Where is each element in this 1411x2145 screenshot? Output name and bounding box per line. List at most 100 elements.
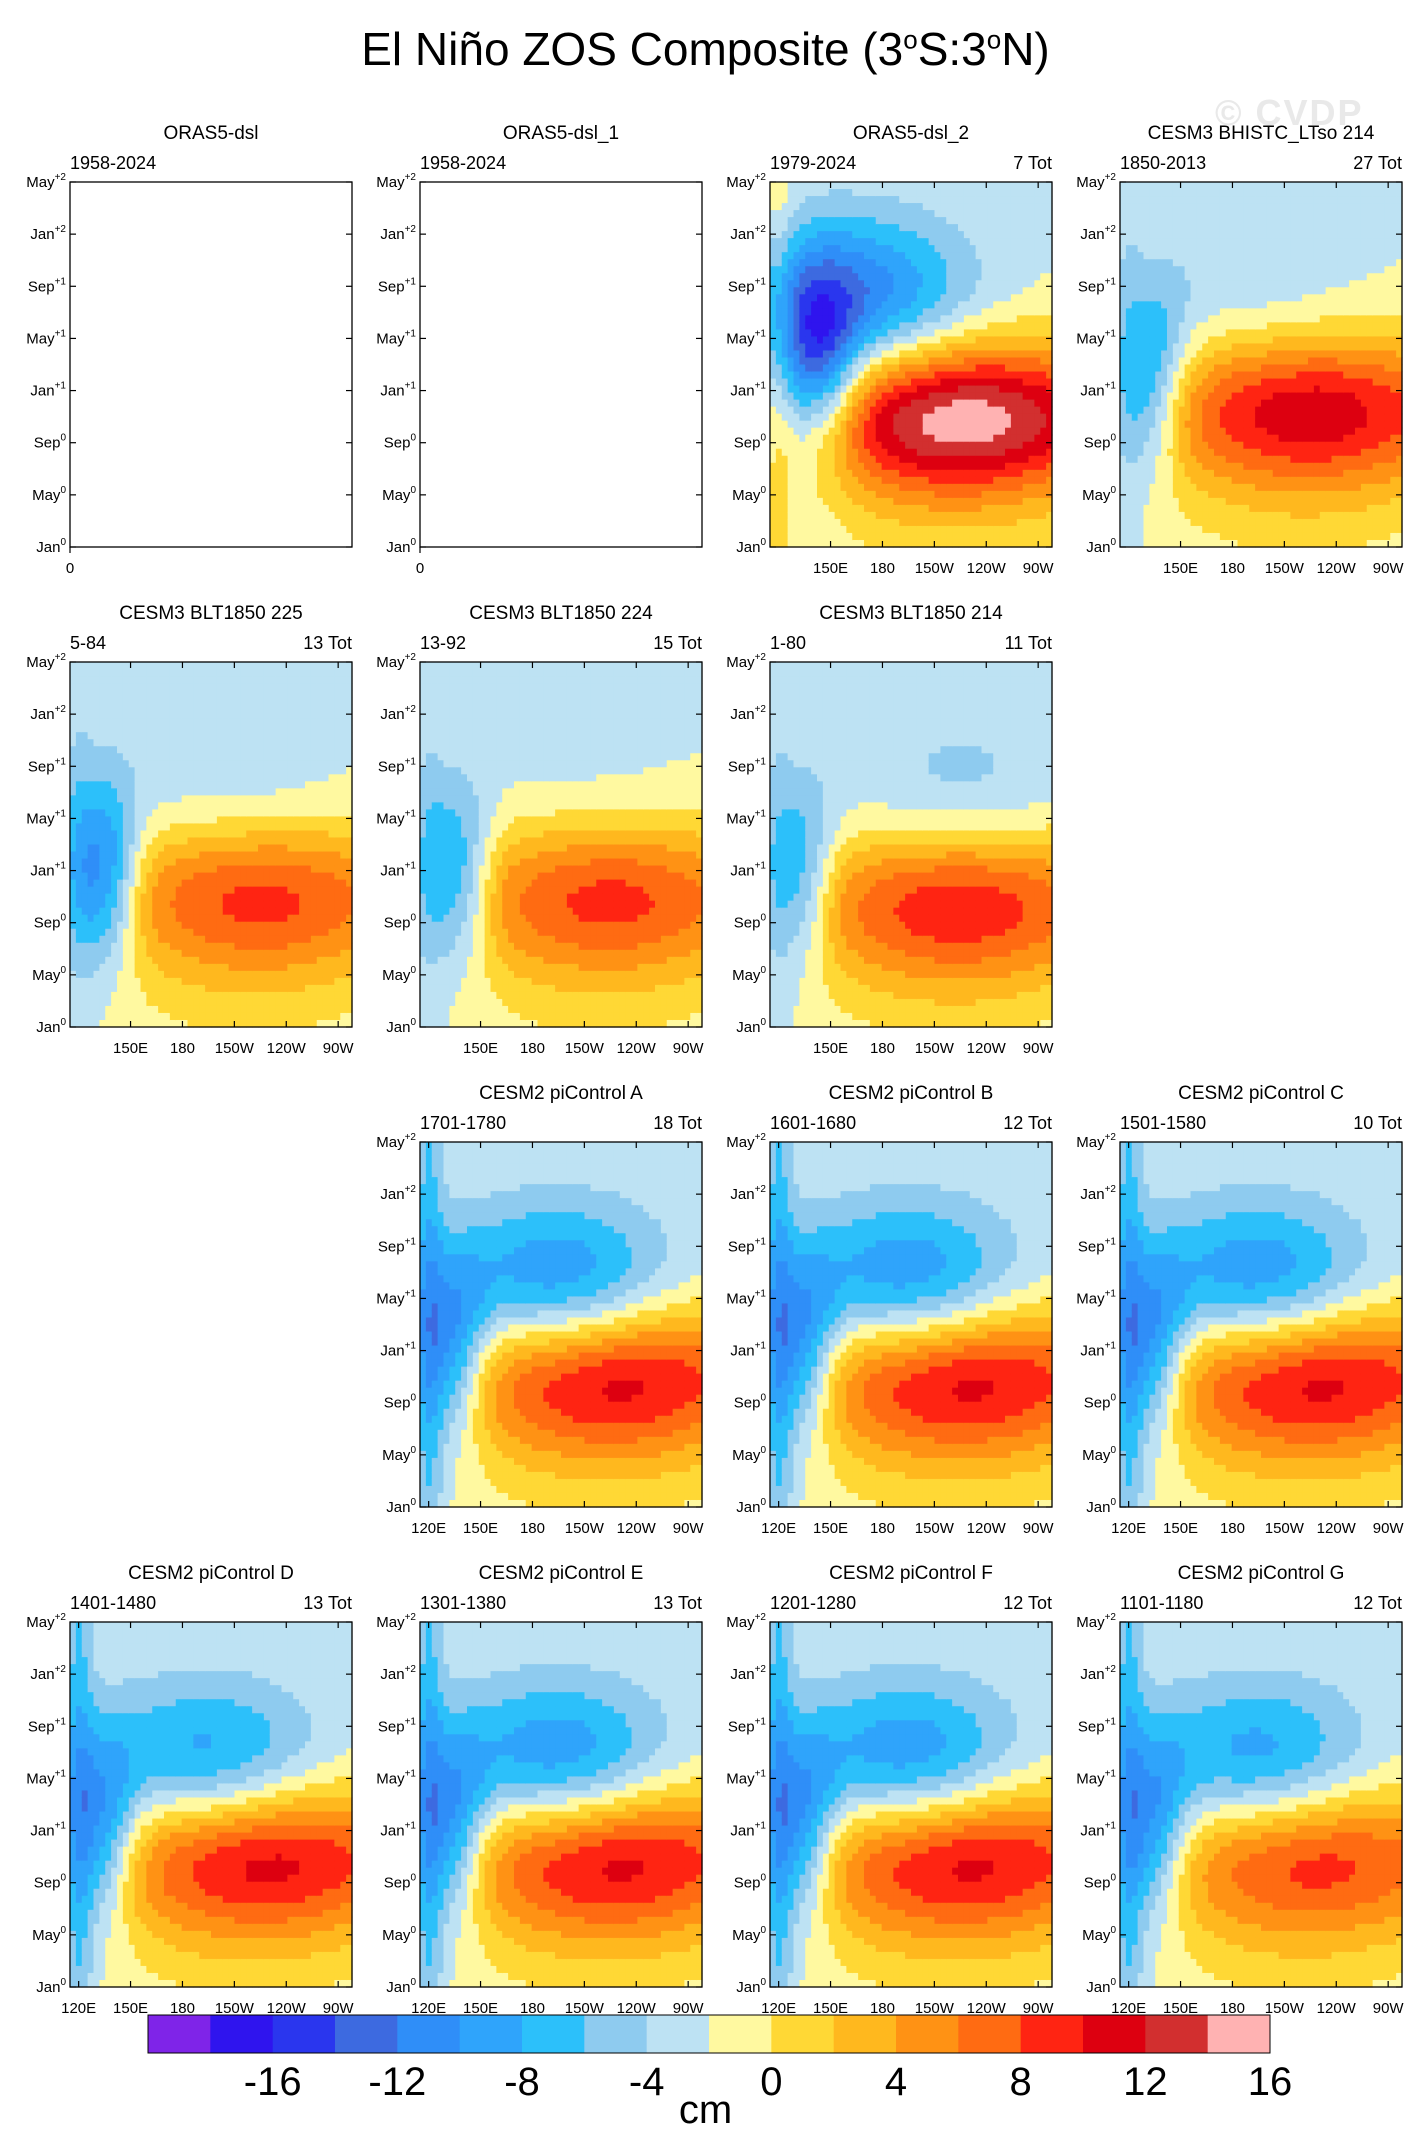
heatmap-cell	[876, 393, 882, 401]
heatmap-cell	[788, 343, 794, 351]
heatmap-cell	[823, 477, 829, 485]
heatmap-cell	[911, 343, 917, 351]
heatmap-cell	[829, 231, 835, 239]
heatmap-cell	[858, 421, 864, 429]
heatmap-cell	[846, 252, 852, 260]
heatmap-cell	[841, 336, 847, 344]
heatmap-cell	[917, 491, 923, 499]
heatmap-cell	[911, 322, 917, 330]
heatmap-cell	[794, 196, 800, 204]
heatmap-cell	[811, 287, 817, 295]
heatmap-cell	[805, 449, 811, 457]
heatmap-cell	[805, 287, 811, 295]
heatmap-cell	[876, 428, 882, 436]
heatmap-cell	[788, 470, 794, 478]
heatmap-cell	[846, 280, 852, 288]
heatmap-cell	[923, 189, 929, 197]
heatmap-cell	[782, 435, 788, 443]
heatmap-cell	[835, 435, 841, 443]
heatmap-cell	[788, 203, 794, 211]
heatmap-cell	[823, 308, 829, 316]
heatmap-cell	[817, 273, 823, 281]
heatmap-cell	[811, 224, 817, 232]
heatmap-cell	[923, 491, 929, 499]
heatmap-cell	[852, 315, 858, 323]
heatmap-cell	[917, 210, 923, 218]
heatmap-cell	[858, 512, 864, 520]
heatmap-cell	[770, 393, 776, 401]
heatmap-cell	[882, 365, 888, 373]
heatmap-cell	[899, 350, 905, 358]
heatmap-cell	[917, 266, 923, 274]
heatmap-cell	[923, 470, 929, 478]
heatmap-cell	[888, 322, 894, 330]
heatmap-cell	[905, 231, 911, 239]
heatmap-cell	[905, 435, 911, 443]
heatmap-cell	[782, 428, 788, 436]
heatmap-cell	[788, 421, 794, 429]
heatmap-cell	[929, 357, 935, 365]
heatmap-cell	[905, 386, 911, 394]
heatmap-cell	[888, 372, 894, 380]
heatmap-cell	[917, 414, 923, 422]
heatmap-cell	[776, 266, 782, 274]
heatmap-cell	[794, 512, 800, 520]
heatmap-cell	[888, 400, 894, 408]
heatmap-cell	[835, 526, 841, 534]
heatmap-cell	[788, 449, 794, 457]
heatmap-cell	[905, 407, 911, 415]
heatmap-cell	[776, 287, 782, 295]
heatmap-cell	[788, 491, 794, 499]
heatmap-cell	[841, 421, 847, 429]
panel-2: ORAS5-dsl_21979-2024 7 TotMay+2Jan+2Sep+1…	[726, 123, 1054, 577]
heatmap-cell	[841, 386, 847, 394]
heatmap-cell	[846, 498, 852, 506]
heatmap-cell	[788, 379, 794, 387]
heatmap-cell	[788, 301, 794, 309]
heatmap-cell	[811, 386, 817, 394]
heatmap-cell	[893, 308, 899, 316]
heatmap-cell	[852, 203, 858, 211]
y-tick-label: May0	[32, 485, 66, 504]
heatmap-cell	[893, 217, 899, 225]
heatmap-cell	[888, 252, 894, 260]
heatmap-cell	[888, 217, 894, 225]
heatmap-cell	[905, 442, 911, 450]
heatmap-cell	[817, 182, 823, 190]
heatmap-cell	[805, 498, 811, 506]
heatmap-cell	[917, 259, 923, 267]
heatmap-cell	[846, 365, 852, 373]
heatmap-cell	[782, 329, 788, 337]
heatmap-cell	[805, 259, 811, 267]
heatmap-cell	[770, 196, 776, 204]
heatmap-cell	[823, 196, 829, 204]
heatmap-cell	[870, 498, 876, 506]
heatmap-cell	[835, 519, 841, 527]
heatmap-cell	[893, 477, 899, 485]
heatmap-cell	[794, 231, 800, 239]
heatmap-cell	[911, 435, 917, 443]
heatmap-cell	[899, 449, 905, 457]
heatmap-cell	[917, 350, 923, 358]
heatmap-cell	[776, 329, 782, 337]
heatmap-cell	[911, 259, 917, 267]
heatmap-cell	[917, 512, 923, 520]
heatmap-cell	[923, 519, 929, 527]
heatmap-cell	[794, 350, 800, 358]
heatmap-cell	[817, 379, 823, 387]
heatmap-cell	[829, 308, 835, 316]
heatmap-cell	[770, 210, 776, 218]
heatmap-cell	[805, 329, 811, 337]
heatmap-cell	[911, 491, 917, 499]
heatmap-cell	[882, 526, 888, 534]
panel-period: 1958-2024	[70, 153, 156, 173]
heatmap-cell	[858, 224, 864, 232]
heatmap-cell	[776, 449, 782, 457]
panel-frame	[70, 182, 352, 547]
heatmap-cell	[882, 428, 888, 436]
heatmap-cell	[899, 512, 905, 520]
heatmap-cell	[852, 273, 858, 281]
heatmap-cell	[882, 435, 888, 443]
heatmap-cell	[799, 343, 805, 351]
heatmap-cell	[858, 308, 864, 316]
